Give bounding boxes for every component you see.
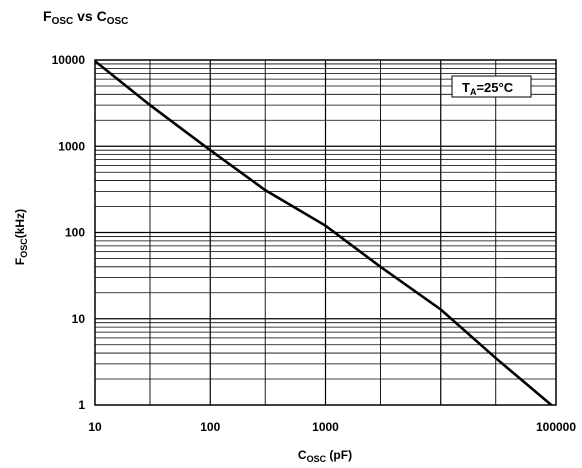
y-tick-label: 10000 [52,53,86,67]
y-tick-label: 1000 [58,139,85,153]
ylabel-sub: OSC [19,238,29,258]
x-tick-label: 10 [88,420,102,434]
y-tick-label: 1 [78,398,85,412]
svg-text:TA=25°C: TA=25°C [462,80,514,97]
x-axis-label: COSC (pF) [298,448,352,464]
title-f: F [43,8,52,24]
annotation-box [451,75,532,98]
annotation-rest: =25°C [476,80,513,95]
x-tick-label: 100000 [536,420,576,434]
x-tick-label: 100 [200,420,220,434]
x-tick-label: 1000 [312,420,339,434]
grid [95,60,556,405]
chart-title: FOSC vs COSC [43,8,128,27]
xlabel-sub: OSC [307,454,327,464]
temperature-annotation: TA=25°C [451,75,532,98]
xlabel-rest: (pF) [326,448,352,462]
y-tick-label: 100 [65,226,85,240]
series [95,60,554,405]
series-line [95,60,554,405]
plot-frame [94,59,557,406]
y-tick-label: 10 [72,312,86,326]
ylabel-rest: (kHz) [13,209,27,238]
ylabel-main: F [13,258,27,265]
y-axis-label: FOSC(kHz) [13,209,29,265]
annotation-main: T [462,80,470,95]
xlabel-main: C [298,448,307,462]
title-vs: vs C [73,8,106,24]
title-f-sub: OSC [52,16,74,27]
title-c-sub: OSC [107,16,129,27]
annotation-sub: A [470,87,477,97]
